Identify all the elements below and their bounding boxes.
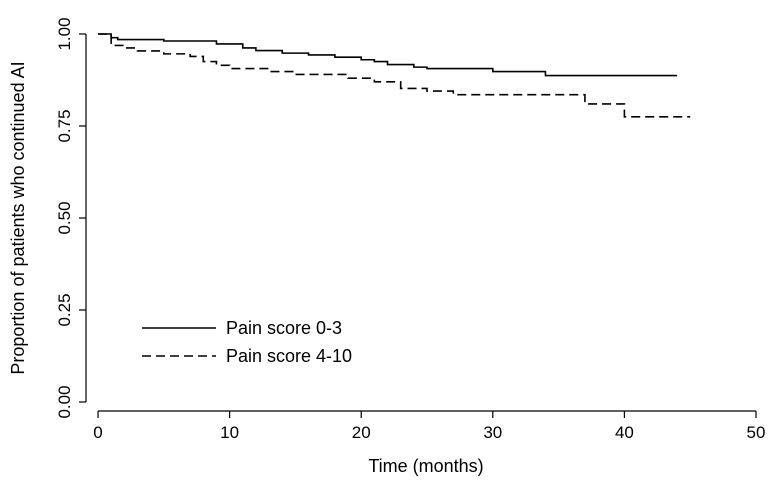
legend-label: Pain score 4-10 <box>226 346 352 366</box>
legend-label: Pain score 0-3 <box>226 318 342 338</box>
x-tick-label: 0 <box>93 423 102 442</box>
x-axis-title: Time (months) <box>368 456 483 476</box>
series-line-pain-4-10 <box>98 33 691 118</box>
y-axis-title: Proportion of patients who continued AI <box>8 61 28 374</box>
x-tick-label: 50 <box>747 423 766 442</box>
series-line-pain-0-3 <box>98 33 678 77</box>
legend: Pain score 0-3 Pain score 4-10 <box>142 318 352 366</box>
x-tick-label: 20 <box>352 423 371 442</box>
y-tick-label: 0.00 <box>55 385 74 418</box>
y-tick-label: 0.50 <box>55 201 74 234</box>
series-layer <box>98 33 691 118</box>
x-tick-label: 40 <box>615 423 634 442</box>
axes-layer: 0 10 20 30 40 50 0.00 0.25 0.50 0.75 1.00 <box>55 17 765 442</box>
y-tick-label: 0.75 <box>55 109 74 142</box>
x-tick-label: 10 <box>220 423 239 442</box>
y-tick-label: 1.00 <box>55 17 74 50</box>
x-tick-label: 30 <box>483 423 502 442</box>
y-tick-label: 0.25 <box>55 293 74 326</box>
